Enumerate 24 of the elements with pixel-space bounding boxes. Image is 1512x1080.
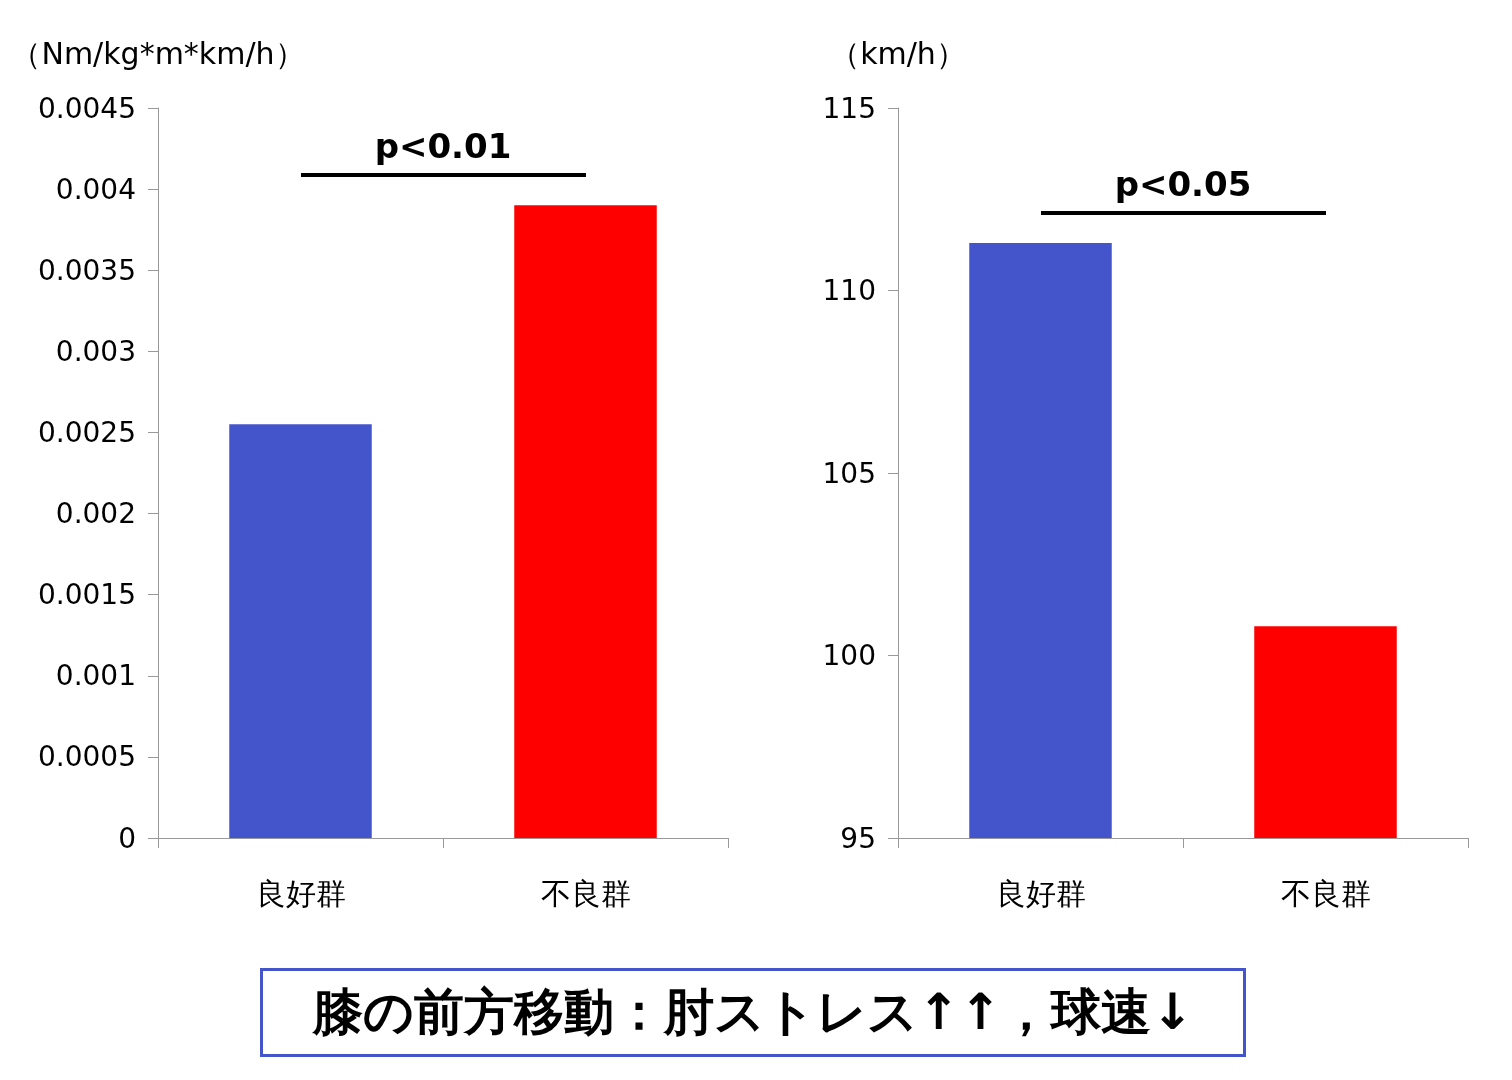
y-tick-label: 0 — [118, 821, 136, 855]
y-tick-label: 105 — [822, 456, 876, 490]
text: 膝の前方移動：肘ストレス↑↑，球速↓ — [259, 968, 1247, 1057]
y-tick-label: 95 — [840, 821, 876, 855]
y-tick-label: 0.0025 — [38, 415, 136, 449]
y-axis-title: （Nm/kg*m*km/h） — [11, 35, 305, 71]
y-tick-label: 0.0045 — [38, 91, 136, 125]
y-tick-label: 0.0005 — [38, 740, 136, 774]
y-tick-label: 0.001 — [55, 659, 136, 693]
y-tick-label: 0.002 — [55, 497, 136, 531]
y-tick-label: 0.004 — [55, 172, 136, 206]
y-tick-label: 100 — [822, 639, 876, 672]
x-tick-label: 良好群 — [255, 875, 346, 911]
y-tick-label: 0.0035 — [38, 253, 136, 287]
y-axis-title: （km/h） — [830, 35, 966, 71]
annotation: p<0.05 — [1114, 164, 1252, 205]
y-tick-label: 115 — [822, 91, 876, 125]
x-tick-label: 不良群 — [540, 875, 631, 911]
x-tick-label: 良好群 — [995, 875, 1086, 911]
annotation: p<0.01 — [374, 126, 512, 167]
x-tick-label: 不良群 — [1280, 875, 1371, 911]
y-tick-label: 0.0015 — [38, 578, 136, 612]
y-tick-label: 110 — [822, 274, 876, 307]
y-tick-label: 0.003 — [55, 334, 136, 368]
